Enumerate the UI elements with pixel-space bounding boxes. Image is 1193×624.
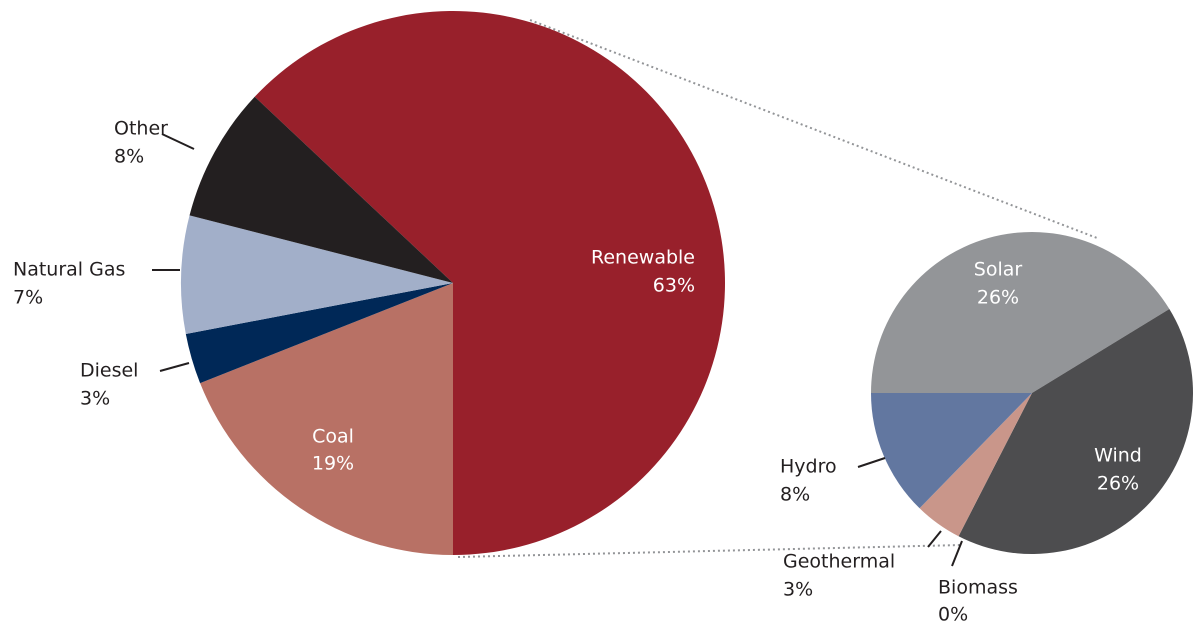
pie-slice xyxy=(254,11,726,555)
value-label: 3% xyxy=(783,579,813,601)
pie-slice xyxy=(200,283,453,555)
leader-line xyxy=(951,540,963,567)
value-label: 8% xyxy=(114,146,144,168)
value-label: 8% xyxy=(780,484,810,506)
slice-label: Other xyxy=(114,118,168,140)
value-label: 26% xyxy=(977,287,1019,309)
connector xyxy=(457,544,963,558)
pie-slice xyxy=(189,96,453,283)
leader-line xyxy=(159,362,190,372)
slice-label: Renewable xyxy=(591,247,695,269)
slice-label: Diesel xyxy=(80,360,138,382)
pie-slice xyxy=(871,231,1170,393)
value-label: 26% xyxy=(1097,473,1139,495)
value-label: 19% xyxy=(312,453,354,475)
pie-slice xyxy=(919,393,1032,537)
leader-line xyxy=(927,530,942,548)
pie-slice xyxy=(181,215,454,334)
leader-line xyxy=(857,457,886,468)
connector xyxy=(529,19,1098,239)
slice-label: Coal xyxy=(312,426,354,448)
value-label: 63% xyxy=(653,275,695,297)
slice-label: Geothermal xyxy=(783,551,895,573)
value-label: 3% xyxy=(80,388,110,410)
slice-label: Natural Gas xyxy=(13,259,125,281)
pie-slice xyxy=(185,283,453,384)
leader-line xyxy=(161,133,195,150)
slice-label: Biomass xyxy=(938,577,1018,599)
pie-slice xyxy=(958,309,1193,554)
slice-label: Hydro xyxy=(780,456,837,478)
pie-slice xyxy=(871,393,1032,509)
value-label: 7% xyxy=(13,287,43,309)
slice-label: Solar xyxy=(974,259,1023,281)
value-label: 0% xyxy=(938,604,968,624)
slice-label: Wind xyxy=(1094,445,1142,467)
